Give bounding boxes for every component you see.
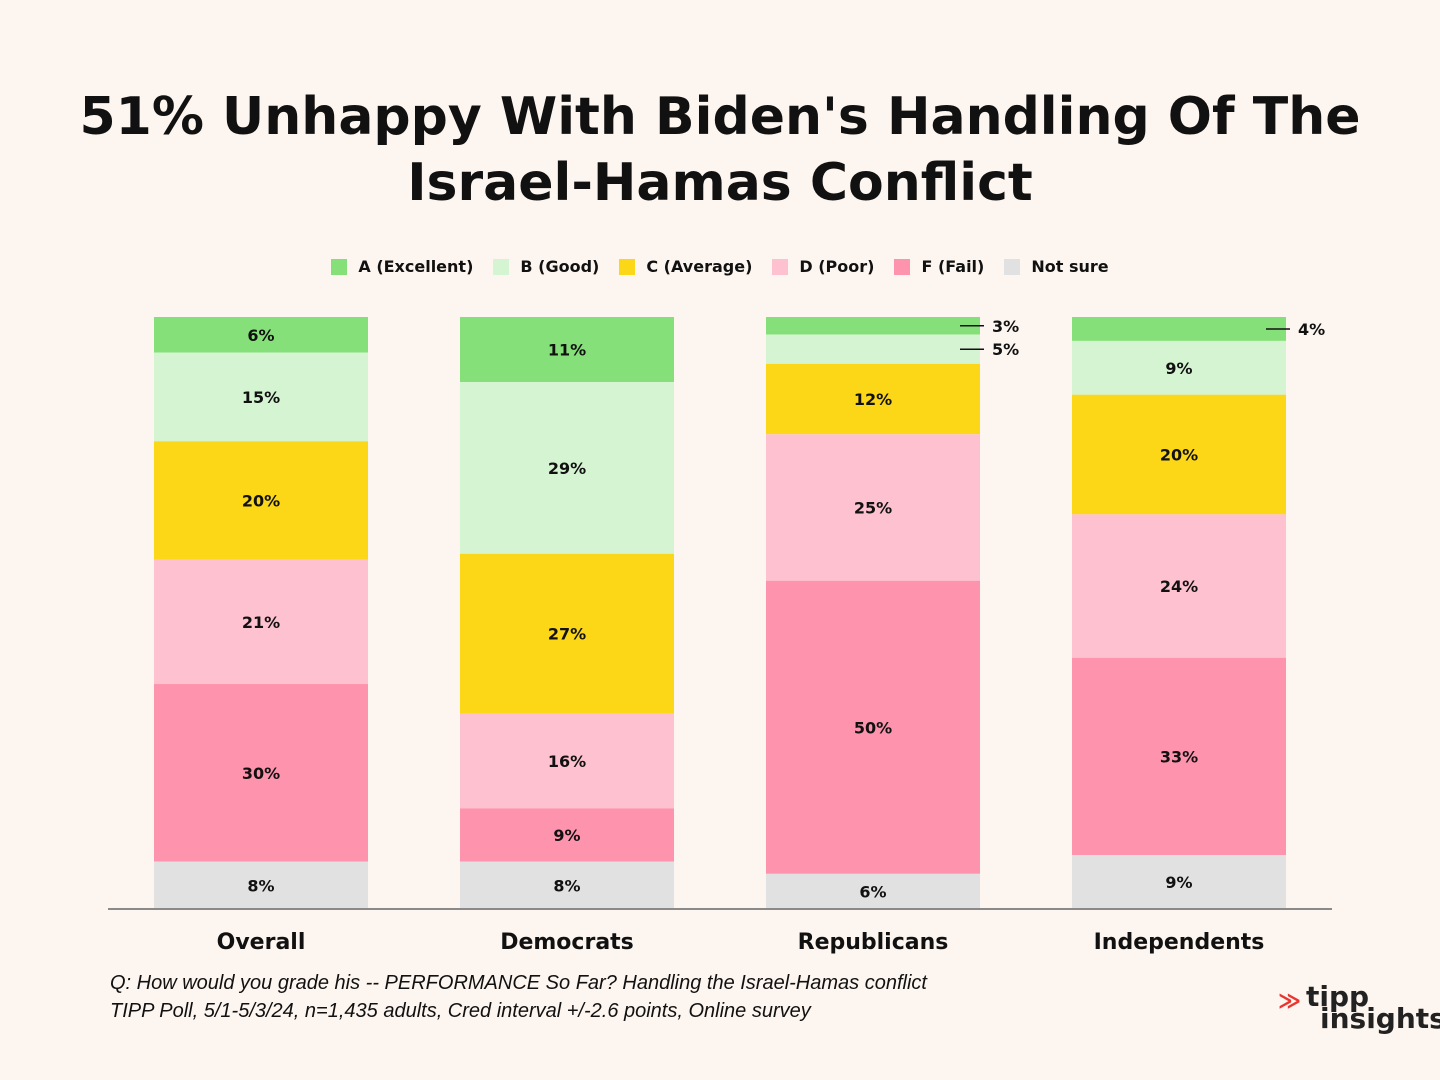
bar-segment-republicans-c-average xyxy=(766,363,980,435)
chart-title-line-1: 51% Unhappy With Biden's Handling Of The xyxy=(79,87,1361,147)
bar-segment-democrats-d-poor xyxy=(460,713,674,809)
data-label-republicans-f-fail: 50% xyxy=(854,718,892,737)
bar-segment-republicans-not-sure xyxy=(766,873,980,909)
legend-item-average: C (Average) xyxy=(619,257,752,276)
data-label-democrats-d-poor: 16% xyxy=(548,752,586,771)
data-label-republicans-c-average: 12% xyxy=(854,390,892,409)
bar-segment-overall-not-sure xyxy=(154,861,368,909)
bar-segment-republicans-d-poor xyxy=(766,434,980,581)
bar-segment-overall-b-good xyxy=(154,352,368,442)
legend-swatch-average xyxy=(619,258,636,275)
bar-segment-republicans-b-good xyxy=(766,334,980,364)
data-label-independents-f-fail: 33% xyxy=(1160,748,1198,767)
data-label-independents-b-good: 9% xyxy=(1165,359,1192,378)
chart-title: 51% Unhappy With Biden's Handling Of The… xyxy=(0,84,1440,216)
bar-segment-democrats-f-fail xyxy=(460,808,674,862)
bar-segment-independents-b-good xyxy=(1072,340,1286,395)
data-label-overall-a-excellent: 6% xyxy=(247,326,274,345)
bar-segment-republicans-a-excellent xyxy=(766,317,980,335)
legend-swatch-poor xyxy=(772,258,789,275)
legend: A (Excellent) B (Good) C (Average) D (Po… xyxy=(0,257,1440,276)
bar-segment-democrats-a-excellent xyxy=(460,317,674,383)
logo-word-2: insights xyxy=(1320,1002,1440,1035)
bar-segment-overall-f-fail xyxy=(154,684,368,862)
footnote-question: Q: How would you grade his -- PERFORMANC… xyxy=(110,972,927,994)
data-label-independents-c-average: 20% xyxy=(1160,446,1198,465)
data-label-independents-not-sure: 9% xyxy=(1165,873,1192,892)
bar-segment-overall-c-average xyxy=(154,441,368,560)
bar-segment-republicans-f-fail xyxy=(766,580,980,874)
bar-segment-independents-f-fail xyxy=(1072,657,1286,856)
data-label-independents-d-poor: 24% xyxy=(1160,577,1198,596)
data-label-republicans-b-good: 5% xyxy=(992,340,1019,359)
data-label-overall-not-sure: 8% xyxy=(247,876,274,895)
data-label-democrats-not-sure: 8% xyxy=(553,876,580,895)
data-label-republicans-not-sure: 6% xyxy=(859,882,886,901)
bar-segment-democrats-not-sure xyxy=(460,861,674,909)
legend-item-fail: F (Fail) xyxy=(894,257,984,276)
data-label-democrats-a-excellent: 11% xyxy=(548,341,586,360)
bar-segment-independents-c-average xyxy=(1072,394,1286,515)
legend-swatch-fail xyxy=(894,258,911,275)
legend-swatch-good xyxy=(493,258,510,275)
footnote: Q: How would you grade his -- PERFORMANC… xyxy=(110,969,927,1025)
bar-segment-democrats-b-good xyxy=(460,382,674,554)
legend-item-good: B (Good) xyxy=(493,257,599,276)
legend-item-poor: D (Poor) xyxy=(772,257,874,276)
legend-label-not-sure: Not sure xyxy=(1031,257,1109,276)
tipp-insights-logo: ≫ tipp insights xyxy=(1278,980,1440,1036)
data-label-overall-f-fail: 30% xyxy=(242,764,280,783)
bar-segment-independents-d-poor xyxy=(1072,514,1286,658)
x-tick-label-democrats: Democrats xyxy=(500,930,634,955)
legend-swatch-excellent xyxy=(331,258,348,275)
data-label-republicans-d-poor: 25% xyxy=(854,498,892,517)
legend-label-excellent: A (Excellent) xyxy=(358,257,474,276)
data-label-overall-c-average: 20% xyxy=(242,492,280,511)
bar-segment-independents-not-sure xyxy=(1072,855,1286,909)
x-tick-label-independents: Independents xyxy=(1094,930,1265,955)
chart-title-line-2: Israel-Hamas Conflict xyxy=(407,153,1033,213)
data-label-democrats-f-fail: 9% xyxy=(553,826,580,845)
x-tick-label-overall: Overall xyxy=(217,930,306,955)
data-label-overall-d-poor: 21% xyxy=(242,613,280,632)
x-tick-label-republicans: Republicans xyxy=(798,930,949,955)
bar-segment-independents-a-excellent xyxy=(1072,317,1286,341)
logo-word-1: tipp xyxy=(1306,980,1370,1013)
data-label-republicans-a-excellent: 3% xyxy=(992,317,1019,336)
legend-label-average: C (Average) xyxy=(646,257,753,276)
legend-label-fail: F (Fail) xyxy=(921,257,985,276)
data-label-independents-a-excellent: 4% xyxy=(1298,320,1325,339)
logo-arrow-icon: ≫ xyxy=(1278,989,1302,1014)
footnote-source: TIPP Poll, 5/1-5/3/24, n=1,435 adults, C… xyxy=(110,1000,811,1022)
legend-label-good: B (Good) xyxy=(520,257,600,276)
legend-swatch-not-sure xyxy=(1004,258,1021,275)
legend-item-not-sure: Not sure xyxy=(1004,257,1109,276)
data-label-overall-b-good: 15% xyxy=(242,388,280,407)
data-label-democrats-c-average: 27% xyxy=(548,625,586,644)
bar-segment-democrats-c-average xyxy=(460,553,674,714)
bar-segment-overall-a-excellent xyxy=(154,317,368,353)
legend-item-excellent: A (Excellent) xyxy=(331,257,473,276)
data-label-democrats-b-good: 29% xyxy=(548,459,586,478)
bar-segment-overall-d-poor xyxy=(154,559,368,685)
legend-label-poor: D (Poor) xyxy=(799,257,875,276)
